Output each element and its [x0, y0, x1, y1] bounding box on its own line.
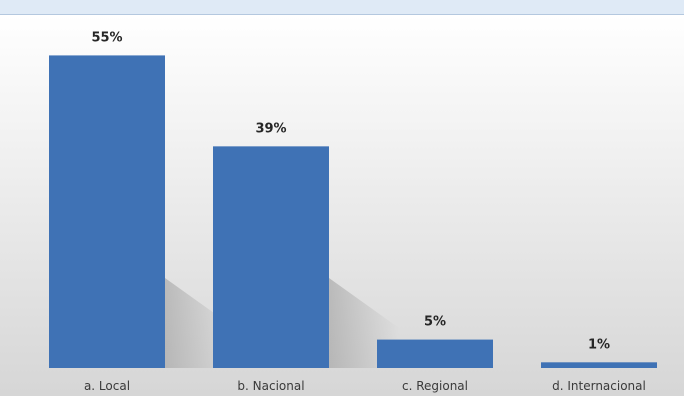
category-label-3: d. Internacional [552, 379, 646, 393]
bar-0 [49, 55, 165, 369]
bar-3 [541, 362, 657, 368]
value-labels-group: 55% 39% 5% 1% [91, 30, 610, 352]
bars-group [49, 55, 657, 369]
header-strip [0, 0, 684, 15]
value-label-3: 1% [588, 337, 610, 352]
value-label-0: 55% [91, 30, 122, 45]
bar-1 [213, 146, 329, 368]
category-labels-group: a. Local b. Nacional c. Regional d. Interna… [84, 379, 646, 393]
category-label-2: c. Regional [402, 379, 468, 393]
value-label-1: 39% [255, 121, 286, 136]
value-label-2: 5% [424, 315, 446, 330]
bar-2 [377, 339, 493, 368]
category-label-0: a. Local [84, 379, 130, 393]
category-label-1: b. Nacional [237, 379, 304, 393]
